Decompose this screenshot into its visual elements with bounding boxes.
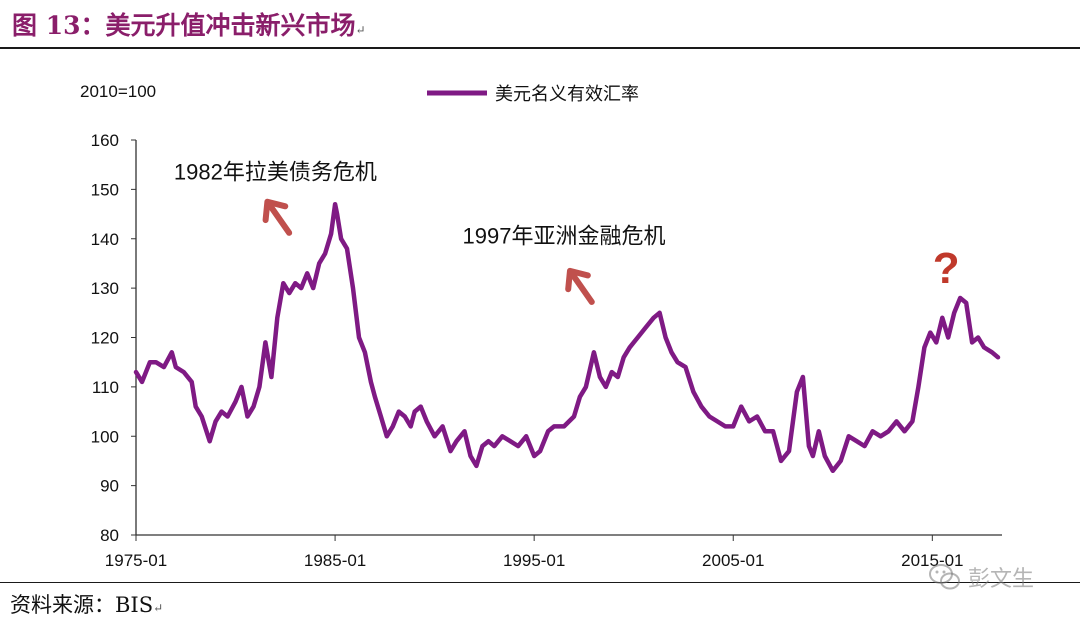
wechat-icon [929,564,960,590]
x-tick-label: 1995-01 [503,551,565,570]
top-rule [0,47,1080,49]
annotation-label: 1997年亚洲金融危机 [463,224,666,249]
arrow-head [262,198,289,224]
figure-title-text: 图 13：美元升值冲击新兴市场 [12,11,356,40]
y-tick-label: 130 [91,279,119,298]
y-tick-label: 110 [92,378,119,397]
annotation-label: 1982年拉美债务危机 [174,160,377,185]
x-tick-label: 1975-01 [105,551,167,570]
y-tick-label: 150 [91,180,119,199]
bottom-rule [0,582,1080,583]
x-tick-label: 1985-01 [304,551,366,570]
source-paragraph-mark: ↵ [153,601,164,615]
figure-title: 图 13：美元升值冲击新兴市场↵ [12,6,366,42]
up-arrow-icon [565,267,595,305]
y-tick-label: 140 [91,230,119,249]
legend-label: 美元名义有效汇率 [495,84,639,104]
unit-label: 2010=100 [80,82,156,101]
watermark: 彭文生 [928,560,1034,594]
y-tick-label: 120 [91,329,119,348]
question-mark-annotation: ? [933,244,960,293]
x-tick-label: 2005-01 [702,551,764,570]
watermark-text: 彭文生 [968,567,1035,592]
y-tick-label: 160 [91,131,119,150]
arrow-head [565,267,591,293]
arrow-shaft [569,271,595,305]
source-note: 资料来源：BIS↵ [10,589,163,619]
arrow-shaft [266,201,293,236]
x-tick-label: 2015-01 [901,551,963,570]
paragraph-mark: ↵ [355,23,366,37]
series-line [133,201,1001,474]
y-tick-label: 90 [100,477,119,496]
source-text: 资料来源：BIS [10,593,154,617]
up-arrow-icon [262,198,293,236]
y-tick-label: 80 [100,526,119,545]
y-tick-label: 100 [91,427,119,446]
